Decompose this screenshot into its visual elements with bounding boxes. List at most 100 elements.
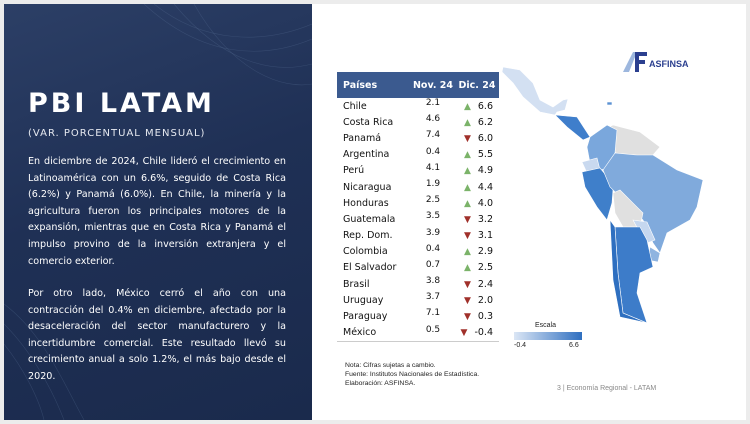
table-row: Nicaragua 1.9 ▲ 4.4 xyxy=(337,179,499,195)
dic-value: 5.5 xyxy=(477,149,493,161)
country-name: Chile xyxy=(343,100,367,112)
country-name: Guatemala xyxy=(343,213,396,225)
arrow-down-icon: ▼ xyxy=(463,312,471,323)
legend-gradient xyxy=(514,332,582,340)
dic-value: 3.2 xyxy=(477,213,493,225)
arrow-down-icon: ▼ xyxy=(460,328,468,339)
nov-value: 0.4 xyxy=(425,243,441,254)
table-row: Chile 2.1 ▲ 6.6 xyxy=(337,98,499,114)
table-row: Perú 4.1 ▲ 4.9 xyxy=(337,163,499,179)
table-row: Costa Rica 4.6 ▲ 6.2 xyxy=(337,114,499,130)
dic-cell: ▼ 3.2 xyxy=(455,211,499,227)
legend-max: 6.6 xyxy=(569,342,579,349)
legend-title: Escala xyxy=(535,322,557,329)
table-row: Brasil 3.8 ▼ 2.4 xyxy=(337,276,499,292)
nov-value: 0.7 xyxy=(425,259,441,270)
map-central-america xyxy=(554,114,591,141)
arrow-down-icon: ▼ xyxy=(463,133,471,144)
table-row: Paraguay 7.1 ▼ 0.3 xyxy=(337,308,499,324)
country-name: Argentina xyxy=(343,149,390,161)
table-row: Panamá 7.4 ▼ 6.0 xyxy=(337,130,499,146)
dic-cell: ▲ 6.2 xyxy=(455,114,499,130)
dic-value: 2.4 xyxy=(477,278,493,290)
page-subtitle: (VAR. PORCENTUAL MENSUAL) xyxy=(28,128,206,139)
nov-value: 3.9 xyxy=(425,227,441,238)
dic-value: 2.0 xyxy=(477,294,493,306)
map-chile xyxy=(609,218,648,324)
country-name: Paraguay xyxy=(343,311,388,323)
map-mexico xyxy=(501,66,569,116)
dic-cell: ▼ -0.4 xyxy=(455,324,499,342)
dic-value: 3.1 xyxy=(477,230,493,242)
dic-cell: ▼ 0.3 xyxy=(455,308,499,324)
country-name: Nicaragua xyxy=(343,181,392,193)
arrow-up-icon: ▲ xyxy=(463,150,471,161)
nov-value: 3.7 xyxy=(425,292,441,303)
dic-cell: ▲ 2.9 xyxy=(455,244,499,260)
source-line: Fuente: Institutos Nacionales de Estadís… xyxy=(345,371,480,378)
arrow-down-icon: ▼ xyxy=(463,295,471,306)
country-name: México xyxy=(337,324,411,342)
dic-cell: ▼ 6.0 xyxy=(455,130,499,146)
nov-value: 0.4 xyxy=(425,146,441,157)
arrow-up-icon: ▲ xyxy=(463,117,471,128)
gdp-table: Países Nov. 24 Dic. 24 Chile 2.1 ▲ 6.6 Costa… xyxy=(337,72,499,342)
nov-value: 3.5 xyxy=(425,211,441,222)
dic-cell: ▲ 4.0 xyxy=(455,195,499,211)
nov-value: 3.8 xyxy=(425,276,441,287)
svg-text:ASFINSA: ASFINSA xyxy=(649,59,689,69)
summary-paragraph-2: Por otro lado, México cerró el año con u… xyxy=(28,288,286,382)
arrow-up-icon: ▲ xyxy=(463,263,471,274)
dic-cell: ▼ 3.1 xyxy=(455,228,499,244)
dic-value: 2.9 xyxy=(477,246,493,258)
table-row: Rep. Dom. 3.9 ▼ 3.1 xyxy=(337,228,499,244)
dic-cell: ▲ 5.5 xyxy=(455,147,499,163)
country-name: Colombia xyxy=(343,246,388,258)
left-panel: PBI LATAM (VAR. PORCENTUAL MENSUAL) En d… xyxy=(4,4,312,420)
dic-cell: ▲ 6.6 xyxy=(455,98,499,114)
nov-value: 1.9 xyxy=(425,178,441,189)
country-name: Panamá xyxy=(343,132,382,144)
map-dominican-republic xyxy=(606,101,613,106)
country-name: Uruguay xyxy=(343,294,384,306)
arrow-down-icon: ▼ xyxy=(463,231,471,242)
table-row: El Salvador 0.7 ▲ 2.5 xyxy=(337,260,499,276)
nov-value: 7.1 xyxy=(425,308,441,319)
header-dic: Dic. 24 xyxy=(455,72,499,98)
country-name: Costa Rica xyxy=(343,116,394,128)
notes: Nota: Cifras sujetas a cambio. Fuente: I… xyxy=(345,361,479,388)
country-name: Rep. Dom. xyxy=(343,230,393,242)
dic-cell: ▼ 2.4 xyxy=(455,276,499,292)
dic-cell: ▲ 4.9 xyxy=(455,163,499,179)
nov-value: 2.5 xyxy=(425,195,441,206)
country-name: Perú xyxy=(343,165,365,177)
dic-value: -0.4 xyxy=(474,327,493,339)
dic-value: 4.4 xyxy=(477,181,493,193)
dic-cell: ▲ 2.5 xyxy=(455,260,499,276)
dic-cell: ▲ 4.4 xyxy=(455,179,499,195)
latam-map xyxy=(501,66,704,324)
nov-value: 7.4 xyxy=(425,130,441,141)
dic-value: 6.6 xyxy=(477,100,493,112)
header-countries: Países xyxy=(337,72,411,98)
arrow-down-icon: ▼ xyxy=(463,214,471,225)
slide: PBI LATAM (VAR. PORCENTUAL MENSUAL) En d… xyxy=(4,4,746,420)
arrow-up-icon: ▲ xyxy=(463,101,471,112)
country-name: Honduras xyxy=(343,197,389,209)
table-row: Argentina 0.4 ▲ 5.5 xyxy=(337,147,499,163)
asfinsa-logo: ASFINSA xyxy=(621,50,691,79)
table-row: México 0.5 ▼ -0.4 xyxy=(337,324,499,342)
arrow-up-icon: ▲ xyxy=(463,166,471,177)
dic-value: 6.2 xyxy=(477,116,493,128)
summary-paragraph-1: En diciembre de 2024, Chile lideró el cr… xyxy=(28,156,286,267)
nov-value: 0.5 xyxy=(411,324,455,342)
arrow-down-icon: ▼ xyxy=(463,279,471,290)
dic-value: 4.9 xyxy=(477,165,493,177)
map-peru xyxy=(581,167,614,221)
author-line: Elaboración: ASFINSA. xyxy=(345,380,416,387)
country-name: El Salvador xyxy=(343,262,397,274)
nov-value: 4.1 xyxy=(425,162,441,173)
header-nov: Nov. 24 xyxy=(411,72,455,98)
dic-cell: ▼ 2.0 xyxy=(455,292,499,308)
table-row: Honduras 2.5 ▲ 4.0 xyxy=(337,195,499,211)
